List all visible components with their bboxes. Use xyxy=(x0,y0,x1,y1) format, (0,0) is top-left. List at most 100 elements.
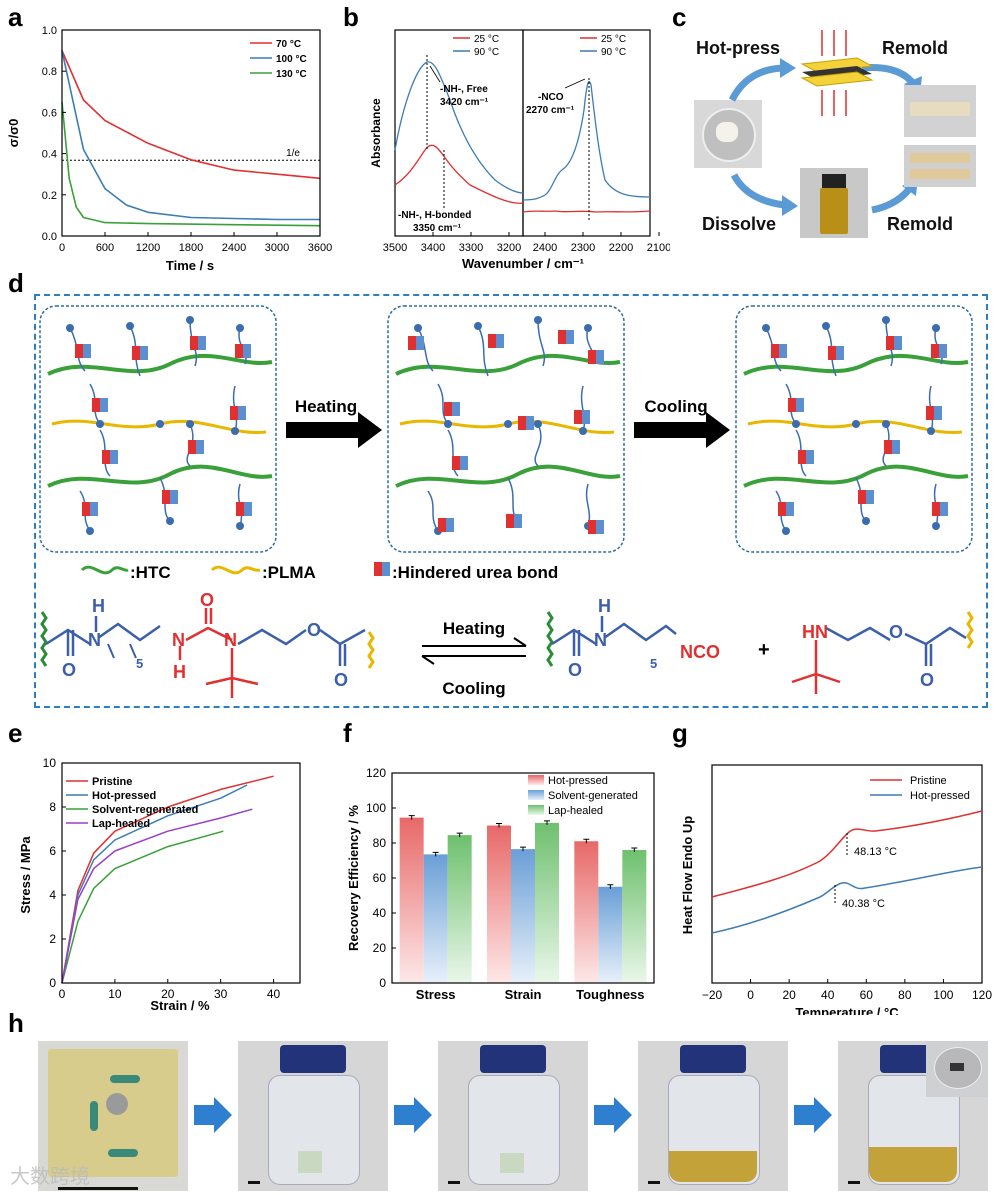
group-nco: NCO xyxy=(680,642,720,662)
chart-b-xtick-left: 3200 xyxy=(497,242,521,254)
chart-f-bar xyxy=(423,854,448,983)
spectrum-b-right-90C xyxy=(522,81,651,201)
panel-label-d: d xyxy=(8,268,24,298)
panel-label-h: h xyxy=(8,1008,24,1038)
label-remold-bottom: Remold xyxy=(887,214,954,234)
chart-e-ytick: 4 xyxy=(49,888,56,902)
chart-b: 3500 3400 3300 3200 2400 2300 2200 2100 Wavenum… xyxy=(369,29,670,271)
arrow-cooling xyxy=(634,412,730,448)
legend-bond: :Hindered urea bond xyxy=(392,563,558,582)
legend-b-right-25: 25 °C xyxy=(601,34,626,45)
atom-h-2: H xyxy=(173,662,186,682)
chart-f-bar xyxy=(598,886,623,983)
group-hn: HN xyxy=(802,622,828,642)
chart-g-xlabel: Temperature / °C xyxy=(795,1005,899,1015)
legend-htc-swatch xyxy=(80,565,129,575)
panel-c: Hot-press Remold Dissolve Remold xyxy=(672,0,996,268)
chart-e-xtick: 30 xyxy=(214,987,228,1001)
chart-e-xtick: 40 xyxy=(267,987,281,1001)
chart-e-legend-3: Lap-healed xyxy=(92,818,150,830)
chart-e-series-2 xyxy=(61,830,224,984)
chart-e-ytick: 0 xyxy=(49,976,56,990)
spectrum-b-left-25C xyxy=(394,144,524,204)
panel-h xyxy=(0,1035,996,1195)
chart-f-ytick: 100 xyxy=(366,801,386,815)
chart-g-xtick: 60 xyxy=(860,988,874,1002)
chart-b-frame-left xyxy=(394,29,524,237)
chart-g-ylabel: Heat Flow Endo Up xyxy=(680,816,695,935)
panel-label-a: a xyxy=(8,2,23,32)
chart-a-series-2 xyxy=(61,102,321,227)
chart-f-bar xyxy=(574,841,599,983)
chart-a-ytick: 0.4 xyxy=(42,149,57,161)
atom-n-2: N xyxy=(172,630,185,650)
panel-d-frame xyxy=(34,294,988,708)
chart-e-ytick: 8 xyxy=(49,800,56,814)
atom-n-4: N xyxy=(594,630,607,650)
chart-f-bar xyxy=(535,822,559,983)
photo-vial-dissolved xyxy=(800,168,868,238)
chart-e-xlabel: Strain / % xyxy=(150,998,210,1013)
legend-plma-swatch xyxy=(210,565,261,575)
chart-b-xtick-left: 3400 xyxy=(421,242,445,254)
legend-b-left-25: 25 °C xyxy=(474,34,499,45)
chart-f-category: Strain xyxy=(505,987,542,1002)
chart-g-xtick: 20 xyxy=(782,988,796,1002)
network-initial xyxy=(38,304,278,554)
chart-a-ytick: 0.8 xyxy=(42,66,57,78)
chart-g-xtick: −20 xyxy=(702,988,723,1002)
hot-press-graphic xyxy=(800,30,874,116)
chart-f-category: Stress xyxy=(416,987,456,1002)
photo-petri-dish xyxy=(694,100,762,168)
chart-f-legend-swatch-0 xyxy=(528,775,544,785)
dsc-hotpressed-curve xyxy=(711,866,983,934)
chart-a-xtick: 1200 xyxy=(136,242,160,254)
atom-o-6: O xyxy=(889,622,903,642)
chart-b-xtick-right: 2100 xyxy=(647,242,670,254)
arrow-to-remold-bottom xyxy=(871,185,913,214)
panel-label-b: b xyxy=(343,2,359,32)
chart-g-xtick: 80 xyxy=(898,988,912,1002)
chart-e-legend-0: Pristine xyxy=(92,776,132,788)
chart-a-ytick: 1.0 xyxy=(42,25,57,37)
chart-b-ylabel: Absorbance xyxy=(369,98,383,168)
chart-a-xtick: 2400 xyxy=(222,242,246,254)
chart-e-ytick: 10 xyxy=(43,756,57,770)
equilibrium-arrows xyxy=(421,637,527,665)
chart-b-xlabel: Wavenumber / cm⁻¹ xyxy=(462,256,584,271)
atom-o-3: O xyxy=(307,620,321,640)
label-hot-press: Hot-press xyxy=(696,38,781,58)
chart-e-series-0 xyxy=(61,775,274,984)
legend-g-pristine: Pristine xyxy=(910,775,947,787)
eq-heating: Heating xyxy=(443,619,505,638)
chart-f-bar xyxy=(399,817,424,983)
chart-e-ytick: 6 xyxy=(49,844,56,858)
legend-bond-swatch xyxy=(374,562,390,576)
chart-a-legend-1: 100 °C xyxy=(276,54,307,65)
molecule-hindered-urea: H N O 5 N H O N O O xyxy=(40,590,375,698)
chart-e-ylabel: Stress / MPa xyxy=(18,836,33,914)
chart-a-legend-2: 130 °C xyxy=(276,69,307,80)
chart-f-legend-2: Lap-healed xyxy=(548,805,603,817)
chart-a-ref-label: 1/e xyxy=(286,148,300,159)
chart-f-legend-swatch-1 xyxy=(528,790,544,800)
chart-g-xtick: 100 xyxy=(933,988,953,1002)
panel-label-e: e xyxy=(8,718,23,748)
arrow-to-dissolve xyxy=(730,173,785,209)
chart-f-bar xyxy=(447,835,472,983)
chart-b-xtick-right: 2200 xyxy=(609,242,633,254)
ann-nh-hb-val: 3350 cm⁻¹ xyxy=(413,223,462,234)
chart-e-legend-1: Hot-pressed xyxy=(92,790,156,802)
photo-circuit-board xyxy=(38,1041,188,1191)
chart-b-xtick-left: 3500 xyxy=(383,242,407,254)
chart-a-series-1 xyxy=(61,50,320,221)
chart-g-xtick: 120 xyxy=(972,988,992,1002)
chart-e-series-3 xyxy=(61,808,253,984)
chart-g: 48.13 °C 40.38 °C Pristine Hot-pressed −… xyxy=(680,764,992,1015)
chart-e-xtick: 0 xyxy=(59,987,66,1001)
spectrum-b-right-25C xyxy=(522,210,651,213)
photo-dogbone-bottom xyxy=(904,145,976,187)
watermark: 大数跨境 xyxy=(10,1164,90,1188)
panel-label-c: c xyxy=(672,2,687,32)
chart-f-legend-0: Hot-pressed xyxy=(548,775,608,787)
